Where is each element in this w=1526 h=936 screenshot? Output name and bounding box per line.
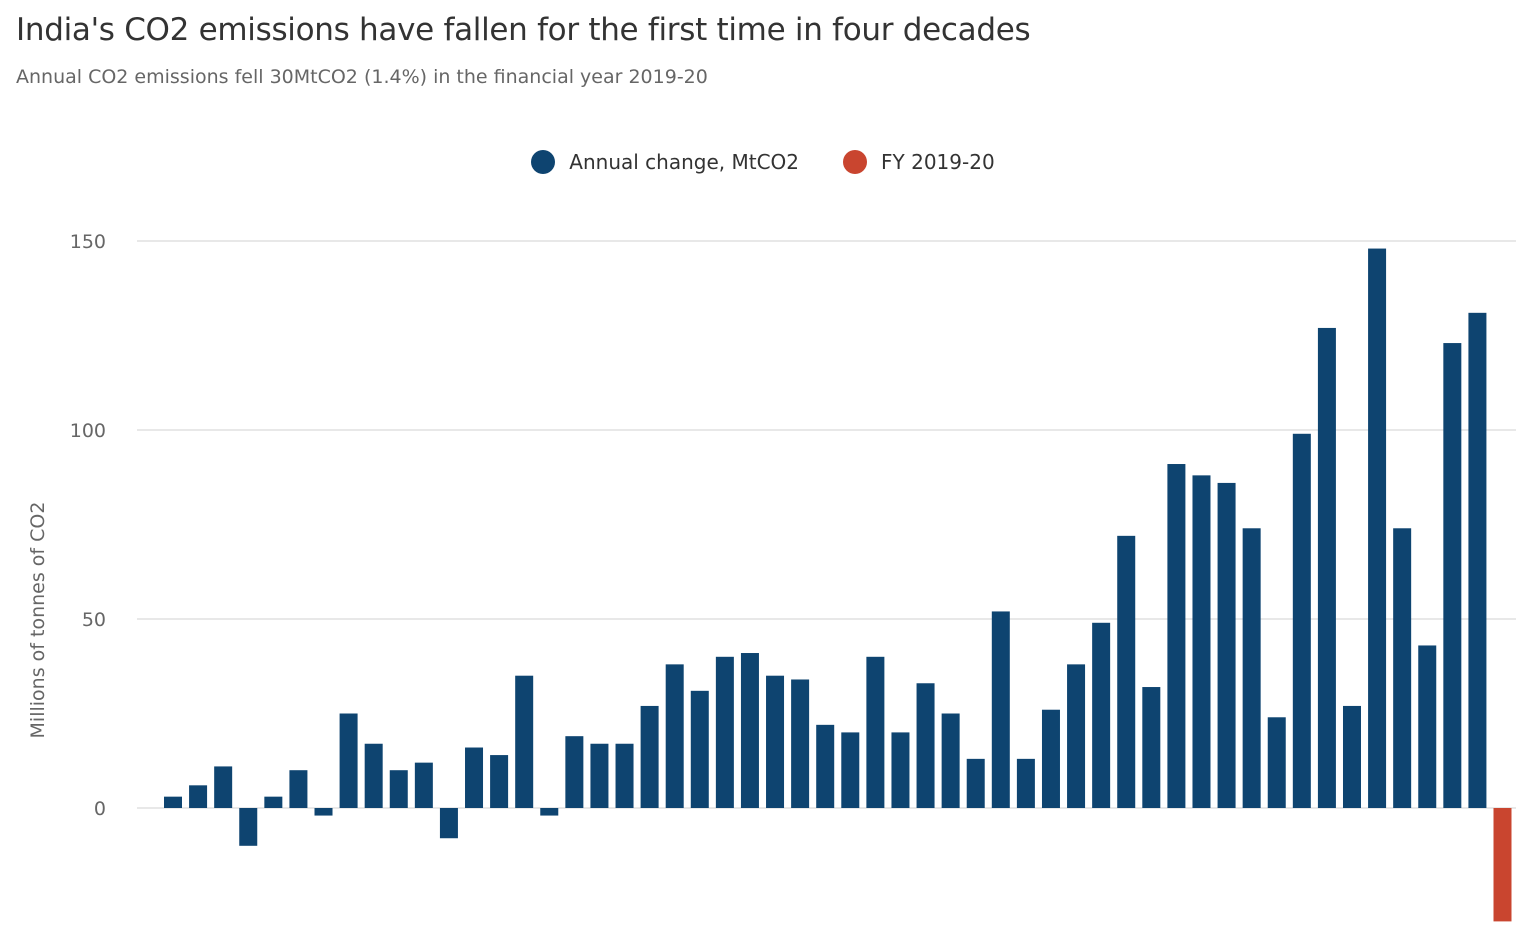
- bar-annual-change[interactable]: [1342, 705, 1361, 808]
- legend-item-annual-change[interactable]: Annual change, MtCO2: [531, 150, 799, 174]
- bar-annual-change[interactable]: [439, 808, 458, 839]
- bar-annual-change[interactable]: [941, 713, 960, 809]
- bar-annual-change[interactable]: [1418, 645, 1437, 808]
- bar-annual-change[interactable]: [1217, 482, 1236, 808]
- y-tick-label: 0: [94, 798, 106, 820]
- bar-annual-change[interactable]: [414, 762, 433, 808]
- y-tick-label: 100: [70, 420, 106, 442]
- bar-annual-change[interactable]: [465, 747, 484, 808]
- bar-annual-change[interactable]: [740, 653, 759, 808]
- bar-annual-change[interactable]: [1192, 475, 1211, 808]
- legend-swatch-fy-2019-20: [843, 150, 868, 174]
- bar-annual-change[interactable]: [1016, 758, 1035, 808]
- bar-annual-change[interactable]: [1167, 464, 1186, 808]
- bar-annual-change[interactable]: [1092, 622, 1111, 808]
- bar-annual-change[interactable]: [264, 796, 283, 808]
- bar-annual-change[interactable]: [1443, 343, 1462, 808]
- bar-annual-change[interactable]: [991, 611, 1010, 808]
- bar-annual-change[interactable]: [1067, 664, 1086, 808]
- legend-label-fy-2019-20: FY 2019-20: [881, 150, 995, 174]
- bar-fy-2019-20[interactable]: [1493, 808, 1512, 922]
- bar-annual-change[interactable]: [715, 656, 734, 808]
- legend-swatch-annual-change: [531, 150, 556, 174]
- bar-annual-change[interactable]: [966, 758, 985, 808]
- legend: Annual change, MtCO2 FY 2019-20: [0, 150, 1526, 174]
- bar-annual-change[interactable]: [791, 679, 810, 808]
- bar-annual-change[interactable]: [1267, 717, 1286, 808]
- chart-title: India's CO2 emissions have fallen for th…: [16, 12, 1031, 48]
- legend-label-annual-change: Annual change, MtCO2: [569, 150, 800, 174]
- bar-annual-change[interactable]: [1292, 433, 1311, 808]
- bar-annual-change[interactable]: [289, 770, 308, 808]
- bar-annual-change[interactable]: [615, 743, 634, 808]
- bar-annual-change[interactable]: [1041, 709, 1060, 808]
- chart-subtitle: Annual CO2 emissions fell 30MtCO2 (1.4%)…: [16, 66, 708, 88]
- bar-annual-change[interactable]: [239, 808, 258, 846]
- bar-annual-change[interactable]: [565, 736, 584, 808]
- bar-annual-change[interactable]: [314, 808, 333, 816]
- bar-annual-change[interactable]: [841, 732, 860, 808]
- bar-annual-change[interactable]: [1242, 528, 1261, 808]
- bar-annual-change[interactable]: [665, 664, 684, 808]
- bar-annual-change[interactable]: [1468, 312, 1487, 808]
- bar-annual-change[interactable]: [515, 675, 534, 808]
- bar-annual-change[interactable]: [164, 796, 182, 808]
- bar-annual-change[interactable]: [1142, 687, 1161, 808]
- y-tick-label: 50: [82, 609, 106, 631]
- bar-annual-change[interactable]: [189, 785, 208, 808]
- bar-annual-change[interactable]: [490, 755, 509, 808]
- bar-annual-change[interactable]: [214, 766, 233, 808]
- bar-annual-change[interactable]: [1393, 528, 1412, 808]
- bar-annual-change[interactable]: [590, 743, 609, 808]
- bar-annual-change[interactable]: [1317, 327, 1336, 808]
- bar-annual-change[interactable]: [891, 732, 910, 808]
- bar-annual-change[interactable]: [866, 656, 885, 808]
- bar-annual-change[interactable]: [1368, 248, 1387, 808]
- bar-annual-change[interactable]: [540, 808, 559, 816]
- bar-annual-change[interactable]: [766, 675, 785, 808]
- bar-annual-change[interactable]: [816, 724, 835, 808]
- bar-annual-change[interactable]: [640, 705, 659, 808]
- bar-annual-change[interactable]: [389, 770, 408, 808]
- legend-item-fy-2019-20[interactable]: FY 2019-20: [843, 150, 995, 174]
- bar-annual-change[interactable]: [339, 713, 358, 809]
- bar-annual-change[interactable]: [1117, 535, 1136, 808]
- y-tick-label: 150: [70, 231, 106, 253]
- bar-annual-change[interactable]: [690, 690, 709, 808]
- bar-annual-change[interactable]: [916, 683, 935, 808]
- bar-annual-change[interactable]: [364, 743, 383, 808]
